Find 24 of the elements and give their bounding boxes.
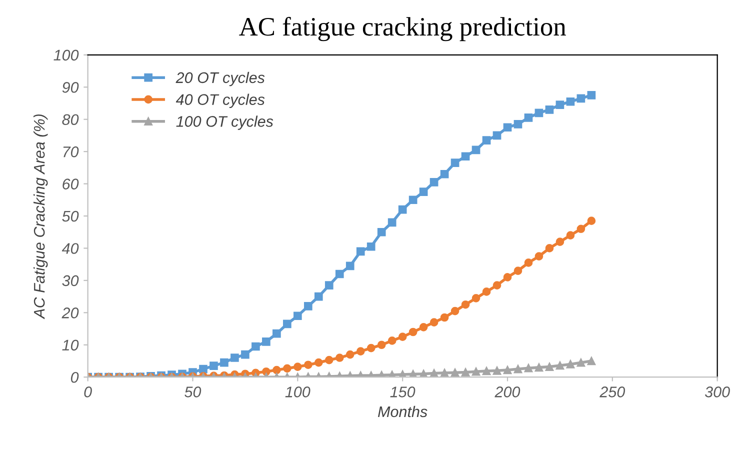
y-tick-label: 20 <box>62 308 79 318</box>
y-tick-label: 0 <box>70 372 79 383</box>
y-tick-label: 70 <box>63 146 79 158</box>
x-tick-label: 200 <box>494 386 520 398</box>
y-tick-label: 10 <box>62 340 79 351</box>
y-tick-label: 60 <box>62 178 79 190</box>
x-axis-title: Months <box>378 406 428 418</box>
y-tick-label: 50 <box>62 210 79 222</box>
x-tick-label: 250 <box>600 386 626 398</box>
x-tick-label: 50 <box>184 386 202 398</box>
y-axis-title: AC Fatigue Cracking Area (%) <box>34 114 48 320</box>
y-tick-label: 80 <box>62 114 79 126</box>
y-tick-label: 100 <box>54 50 79 61</box>
legend-label: 100 OT cycles <box>176 116 274 130</box>
legend-label: 20 OT cycles <box>176 72 265 86</box>
y-tick-label: 30 <box>62 275 79 286</box>
x-tick-label: 0 <box>84 386 92 398</box>
y-tick-label: 40 <box>62 243 79 254</box>
chart-title: AC fatigue cracking prediction <box>239 16 566 42</box>
x-tick-label: 300 <box>704 386 730 398</box>
legend-label: 40 OT cycles <box>176 94 265 108</box>
y-tick-label: 90 <box>62 82 79 93</box>
x-tick-label: 150 <box>390 386 416 398</box>
x-tick-label: 100 <box>285 386 310 398</box>
